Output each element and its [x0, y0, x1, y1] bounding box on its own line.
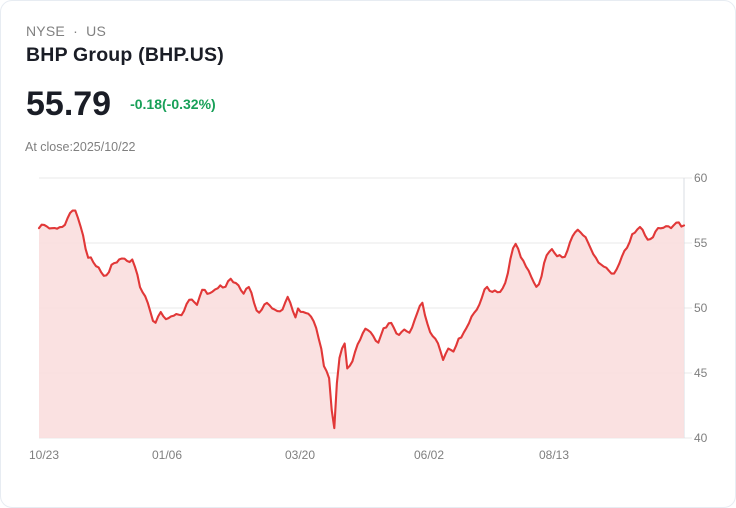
svg-text:08/13: 08/13	[539, 448, 569, 462]
svg-text:03/20: 03/20	[285, 448, 315, 462]
svg-text:10/23: 10/23	[29, 448, 59, 462]
svg-text:06/02: 06/02	[414, 448, 444, 462]
svg-text:40: 40	[694, 431, 708, 445]
svg-text:55: 55	[694, 236, 708, 250]
svg-text:01/06: 01/06	[152, 448, 182, 462]
svg-text:60: 60	[694, 171, 708, 185]
svg-text:50: 50	[694, 301, 708, 315]
svg-text:45: 45	[694, 366, 708, 380]
